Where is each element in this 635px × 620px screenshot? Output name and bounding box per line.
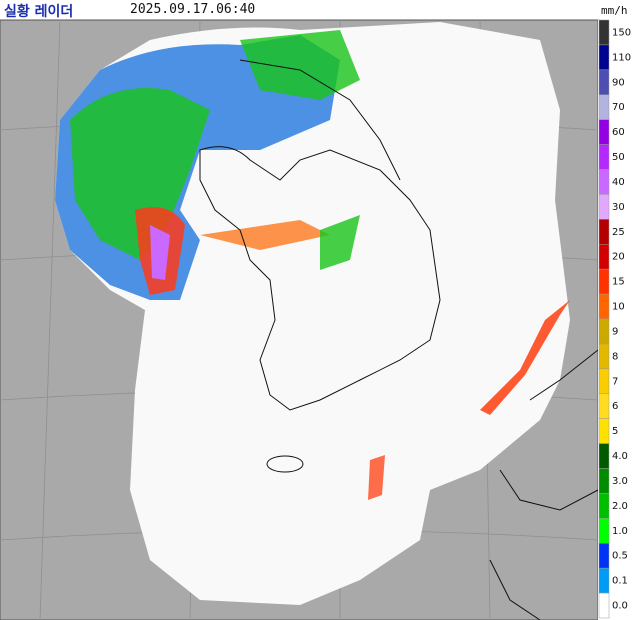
legend-label: 9 bbox=[612, 326, 618, 337]
legend-label: 8 bbox=[612, 351, 618, 362]
legend-swatch bbox=[598, 69, 610, 96]
legend-label: 40 bbox=[612, 177, 625, 188]
legend-swatch bbox=[598, 393, 610, 419]
legend-label: 25 bbox=[612, 227, 625, 238]
legend-label: 50 bbox=[612, 152, 625, 163]
legend-swatch bbox=[598, 418, 610, 444]
timestamp: 2025.09.17.06:40 bbox=[130, 2, 256, 17]
legend-swatch bbox=[598, 293, 610, 320]
legend-swatch bbox=[598, 169, 610, 195]
legend-swatch bbox=[598, 19, 610, 46]
legend-label: 2.0 bbox=[612, 501, 628, 512]
legend-swatch bbox=[598, 219, 610, 245]
legend-label: 30 bbox=[612, 202, 625, 213]
legend-label: 70 bbox=[612, 102, 625, 113]
legend-swatch bbox=[598, 567, 610, 594]
unit-label: mm/h bbox=[601, 4, 628, 17]
legend-label: 1.0 bbox=[612, 526, 628, 537]
legend-label: 150 bbox=[612, 27, 631, 38]
legend-label: 20 bbox=[612, 252, 625, 263]
legend-swatch bbox=[598, 94, 610, 120]
legend-swatch bbox=[598, 268, 610, 295]
legend-swatch bbox=[598, 518, 610, 544]
legend-swatch bbox=[598, 468, 610, 494]
legend-label: 3.0 bbox=[612, 476, 628, 487]
legend-swatch bbox=[598, 44, 610, 71]
legend-swatch bbox=[598, 543, 610, 569]
legend-label: 60 bbox=[612, 127, 625, 138]
legend-label: 90 bbox=[612, 77, 625, 88]
page-title: 실황 레이더 bbox=[4, 4, 74, 20]
legend-label: 4.0 bbox=[612, 451, 628, 462]
legend-swatch bbox=[598, 318, 610, 345]
legend-label: 110 bbox=[612, 52, 631, 63]
legend-swatch bbox=[598, 144, 610, 170]
legend-label: 15 bbox=[612, 277, 625, 288]
legend-label: 0.1 bbox=[612, 576, 628, 587]
coastline bbox=[199, 59, 599, 620]
legend-label: 7 bbox=[612, 376, 618, 387]
precip-echo bbox=[55, 30, 570, 500]
legend-label: 0.5 bbox=[612, 551, 628, 562]
legend-label: 6 bbox=[612, 401, 618, 412]
legend-swatch bbox=[598, 194, 610, 220]
legend-swatch bbox=[598, 368, 610, 395]
legend-label: 5 bbox=[612, 426, 618, 437]
legend-swatch bbox=[598, 119, 610, 145]
legend-swatch bbox=[598, 592, 610, 619]
legend-swatch bbox=[598, 244, 610, 270]
legend-swatch bbox=[598, 443, 610, 469]
legend-swatch bbox=[598, 493, 610, 519]
legend-label: 0.0 bbox=[612, 601, 628, 612]
legend-swatch bbox=[598, 343, 610, 370]
legend-label: 10 bbox=[612, 302, 625, 313]
